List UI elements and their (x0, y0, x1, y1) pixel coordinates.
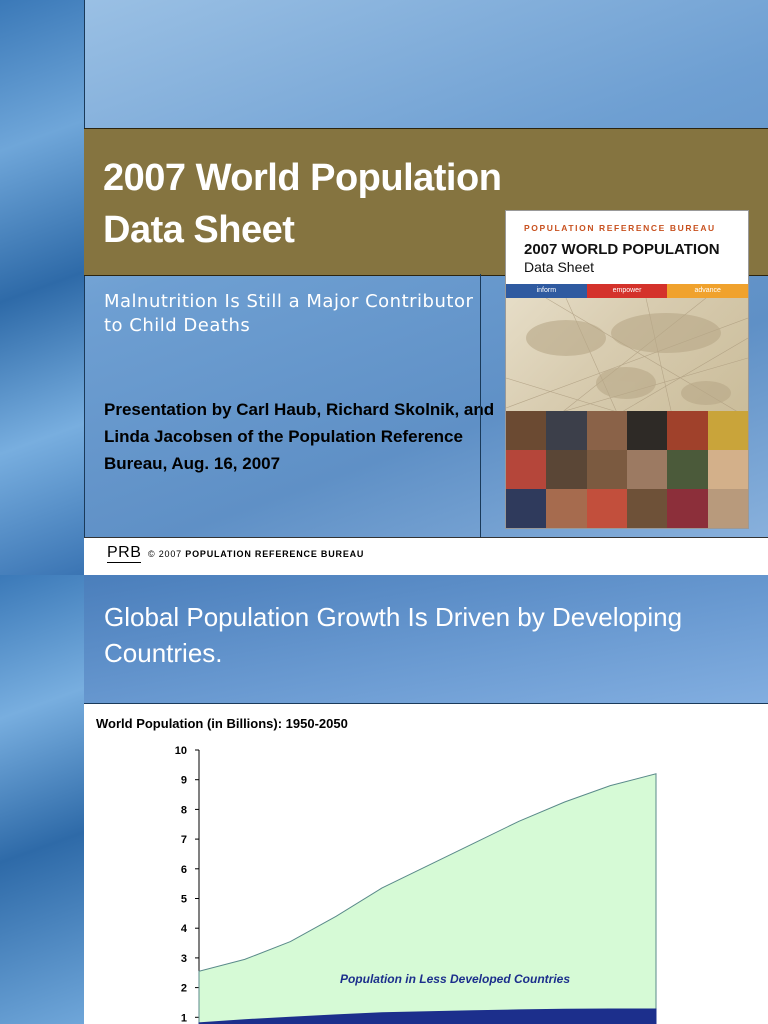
data-sheet-cover-image: POPULATION REFERENCE BUREAU 2007 WORLD P… (505, 210, 749, 529)
chart-slide: Global Population Growth Is Driven by De… (0, 575, 768, 1024)
cover-color-bar: inform empower advance (506, 284, 748, 298)
decorative-strip (0, 0, 85, 575)
cover-title: 2007 WORLD POPULATION (524, 241, 720, 258)
copyright-org: POPULATION REFERENCE BUREAU (185, 549, 365, 559)
decorative-strip (0, 575, 85, 1024)
population-area-chart: 1 2 3 4 5 6 7 8 9 10 Population in Less Developed … (175, 745, 657, 1024)
copyright-prefix: © 2007 (148, 549, 182, 559)
slide-title: Global Population Growth Is Driven by De… (104, 602, 683, 668)
photo-tile (546, 450, 587, 489)
slide-subtitle: Malnutrition Is Still a Major Contributo… (104, 291, 474, 336)
slide-header (84, 575, 768, 704)
series-annotation: Population in Less Developed Countries (340, 972, 570, 986)
y-tick-label: 9 (181, 775, 187, 787)
photo-tile (626, 450, 668, 489)
copyright-text: © 2007 POPULATION REFERENCE BUREAU (148, 549, 364, 559)
photo-tile (506, 450, 547, 489)
y-tick-label: 1 (181, 1012, 187, 1024)
series-area-more-developed (198, 1008, 657, 1024)
y-tick-label: 3 (181, 953, 187, 965)
photo-tile (707, 450, 748, 489)
footer-band (84, 537, 768, 575)
photo-tile (626, 411, 668, 450)
photo-tile (586, 489, 627, 528)
photo-tile (667, 411, 708, 450)
cover-bar-inform: inform (506, 284, 587, 298)
cover-subtitle: Data Sheet (524, 259, 595, 275)
y-tick-label: 6 (181, 864, 187, 876)
cover-org: POPULATION REFERENCE BUREAU (524, 223, 716, 233)
y-tick-label: 8 (181, 804, 187, 816)
y-tick-label: 5 (181, 894, 187, 906)
photo-tile (506, 489, 547, 528)
cover-bar-advance: advance (667, 284, 748, 298)
presenters-text: Presentation by Carl Haub, Richard Skoln… (104, 400, 495, 473)
photo-tile (707, 411, 748, 450)
photo-tile (707, 489, 748, 528)
photo-tile (506, 411, 547, 450)
y-tick-label: 4 (181, 923, 188, 935)
title-slide: 2007 World Population Data Sheet Malnutr… (0, 0, 768, 575)
slide-title: 2007 World Population Data Sheet (103, 157, 502, 251)
map-grid-lines (506, 297, 748, 434)
photo-tile (667, 450, 708, 489)
divider (480, 274, 481, 537)
photo-tile (667, 489, 708, 528)
y-tick-label: 7 (181, 834, 187, 846)
chart-title: World Population (in Billions): 1950-205… (96, 716, 348, 731)
cover-bar-empower: empower (586, 284, 668, 298)
y-tick-label: 2 (181, 983, 187, 995)
photo-tile (546, 411, 587, 450)
series-area-less-developed (198, 773, 657, 1024)
photo-tile (586, 450, 627, 489)
cover-photo-collage (506, 411, 748, 528)
photo-tile (546, 489, 587, 528)
world-map-image (506, 297, 748, 434)
photo-tile (626, 489, 668, 528)
prb-logo: PRB (107, 544, 142, 563)
photo-tile (586, 411, 627, 450)
y-tick-label: 10 (175, 745, 187, 757)
